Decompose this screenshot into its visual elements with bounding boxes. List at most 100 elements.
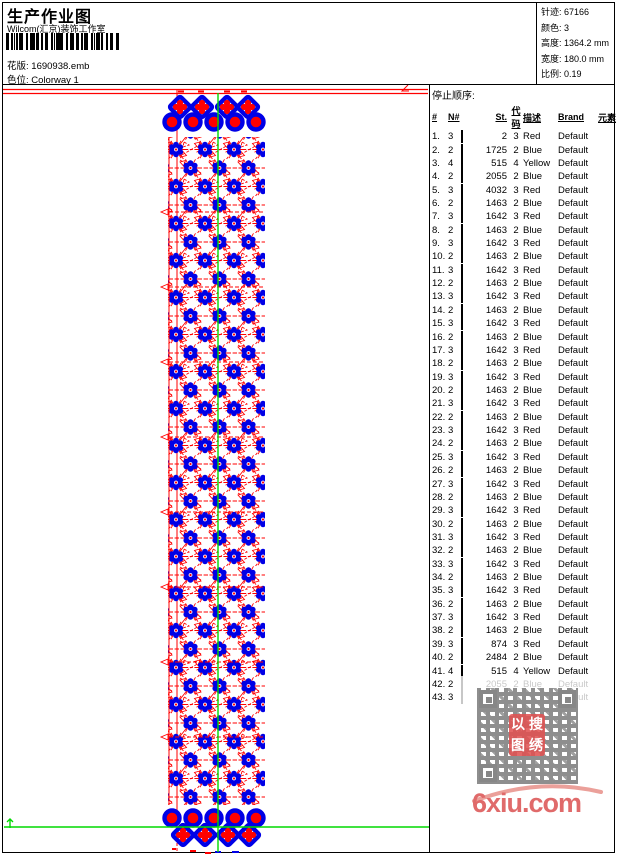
row-index: 37. — [432, 612, 446, 624]
row-stitch-count: 1463 — [485, 598, 507, 610]
row-code: 2 — [513, 438, 519, 450]
row-code: 3 — [513, 291, 519, 303]
row-brand: Default — [558, 638, 589, 650]
row-index: 10. — [432, 251, 446, 263]
row-index: 20. — [432, 385, 446, 396]
row-needle: 3 — [448, 558, 454, 570]
thread-color-swatch — [461, 357, 463, 371]
thread-color-swatch — [461, 597, 463, 611]
stop-sequence-row: 10. 2 1463 2 Blue Default — [432, 250, 616, 264]
studio-name: Wilcom(汇京)装饰工作室 — [7, 24, 106, 34]
row-needle: 3 — [448, 505, 454, 517]
thread-color-swatch — [461, 343, 463, 357]
row-stitch-count: 1463 — [485, 518, 507, 530]
row-needle: 3 — [448, 612, 454, 624]
row-description: Red — [523, 425, 541, 437]
row-code: 2 — [513, 465, 519, 477]
thread-color-swatch — [461, 557, 463, 571]
row-description: Blue — [523, 251, 543, 263]
row-code: 2 — [513, 144, 519, 156]
row-code: 2 — [513, 331, 519, 343]
row-index: 15. — [432, 318, 446, 330]
thread-color-swatch — [461, 424, 463, 438]
row-stitch-count: 1642 — [485, 505, 507, 517]
stop-sequence-row: 19. 3 1642 3 Red Default — [432, 370, 616, 384]
stop-sequence-row: 21. 3 1642 3 Red Default — [432, 397, 616, 411]
row-index: 27. — [432, 478, 446, 490]
stop-sequence-row: 36. 2 1463 2 Blue Default — [432, 597, 616, 611]
col-description: 描述 — [523, 112, 542, 123]
row-description: Blue — [523, 438, 543, 450]
row-description: Red — [523, 184, 541, 196]
row-code: 2 — [513, 491, 519, 503]
row-code: 3 — [513, 531, 519, 543]
row-brand: Default — [558, 625, 589, 637]
row-index: 5. — [432, 184, 440, 196]
row-stitch-count: 2055 — [485, 171, 507, 183]
row-brand: Default — [558, 491, 589, 503]
row-stitch-count: 1463 — [485, 491, 507, 503]
row-needle: 3 — [448, 238, 454, 250]
row-code: 2 — [513, 358, 519, 370]
row-description: Blue — [523, 625, 543, 637]
stop-sequence-row: 25. 3 1642 3 Red Default — [432, 450, 616, 464]
stop-sequence-row: 29. 3 1642 3 Red Default — [432, 504, 616, 518]
stop-sequence-row: 26. 2 1463 2 Blue Default — [432, 464, 616, 478]
stat-height: 高度: 1364.2 mm — [541, 38, 610, 48]
row-stitch-count: 1463 — [485, 572, 507, 584]
stop-sequence-row: 39. 3 874 3 Red Default — [432, 637, 616, 651]
stop-sequence-row: 38. 2 1463 2 Blue Default — [432, 624, 616, 638]
row-code: 2 — [513, 625, 519, 637]
thread-color-swatch — [461, 477, 463, 491]
row-code: 4 — [513, 665, 519, 677]
row-description: Red — [523, 612, 541, 624]
row-brand: Default — [558, 451, 589, 463]
row-index: 17. — [432, 344, 446, 356]
stop-sequence-row: 9. 3 1642 3 Red Default — [432, 237, 616, 251]
site-name: 6xiu.com — [472, 788, 582, 818]
row-brand: Default — [558, 344, 589, 356]
thread-color-swatch — [461, 263, 463, 277]
row-stitch-count: 2 — [501, 131, 507, 143]
row-brand: Default — [558, 131, 589, 143]
stop-sequence-row: 4. 2 2055 2 Blue Default — [432, 170, 616, 184]
col-element: 元素 — [598, 112, 617, 123]
stop-sequence-row: 15. 3 1642 3 Red Default — [432, 317, 616, 331]
thread-color-swatch — [461, 277, 463, 291]
row-index: 3. — [432, 157, 440, 169]
thread-color-swatch — [461, 223, 463, 237]
row-index: 39. — [432, 638, 446, 650]
row-brand: Default — [558, 505, 589, 517]
row-stitch-count: 1725 — [485, 144, 507, 156]
row-needle: 2 — [448, 491, 454, 503]
thread-color-swatch — [461, 584, 463, 598]
page-title: 生产作业图 — [7, 9, 93, 26]
stop-sequence-row: 31. 3 1642 3 Red Default — [432, 530, 616, 544]
qr-finder-icon — [479, 764, 497, 782]
row-needle: 3 — [448, 344, 454, 356]
stop-sequence-row: 5. 3 4032 3 Red Default — [432, 183, 616, 197]
thread-color-swatch — [461, 490, 463, 504]
row-description: Red — [523, 131, 541, 143]
row-needle: 2 — [448, 678, 454, 690]
stop-sequence-row: 13. 3 1642 3 Red Default — [432, 290, 616, 304]
row-stitch-count: 1463 — [485, 385, 507, 396]
row-description: Red — [523, 318, 541, 330]
row-description: Blue — [523, 304, 543, 316]
header-divider — [2, 84, 615, 85]
design-canvas — [3, 85, 429, 854]
row-stitch-count: 1642 — [485, 344, 507, 356]
row-stitch-count: 1642 — [485, 612, 507, 624]
thread-color-swatch — [461, 624, 463, 638]
thread-color-swatch — [461, 237, 463, 251]
stat-colors: 颜色: 3 — [541, 22, 570, 33]
row-description: Red — [523, 638, 541, 650]
row-needle: 3 — [448, 398, 454, 410]
row-description: Blue — [523, 518, 543, 530]
stop-sequence-row: 8. 2 1463 2 Blue Default — [432, 223, 616, 237]
row-code: 2 — [513, 251, 519, 263]
row-needle: 2 — [448, 411, 454, 423]
row-stitch-count: 1642 — [485, 425, 507, 437]
row-description: Yellow — [523, 665, 551, 677]
row-code: 3 — [513, 558, 519, 570]
